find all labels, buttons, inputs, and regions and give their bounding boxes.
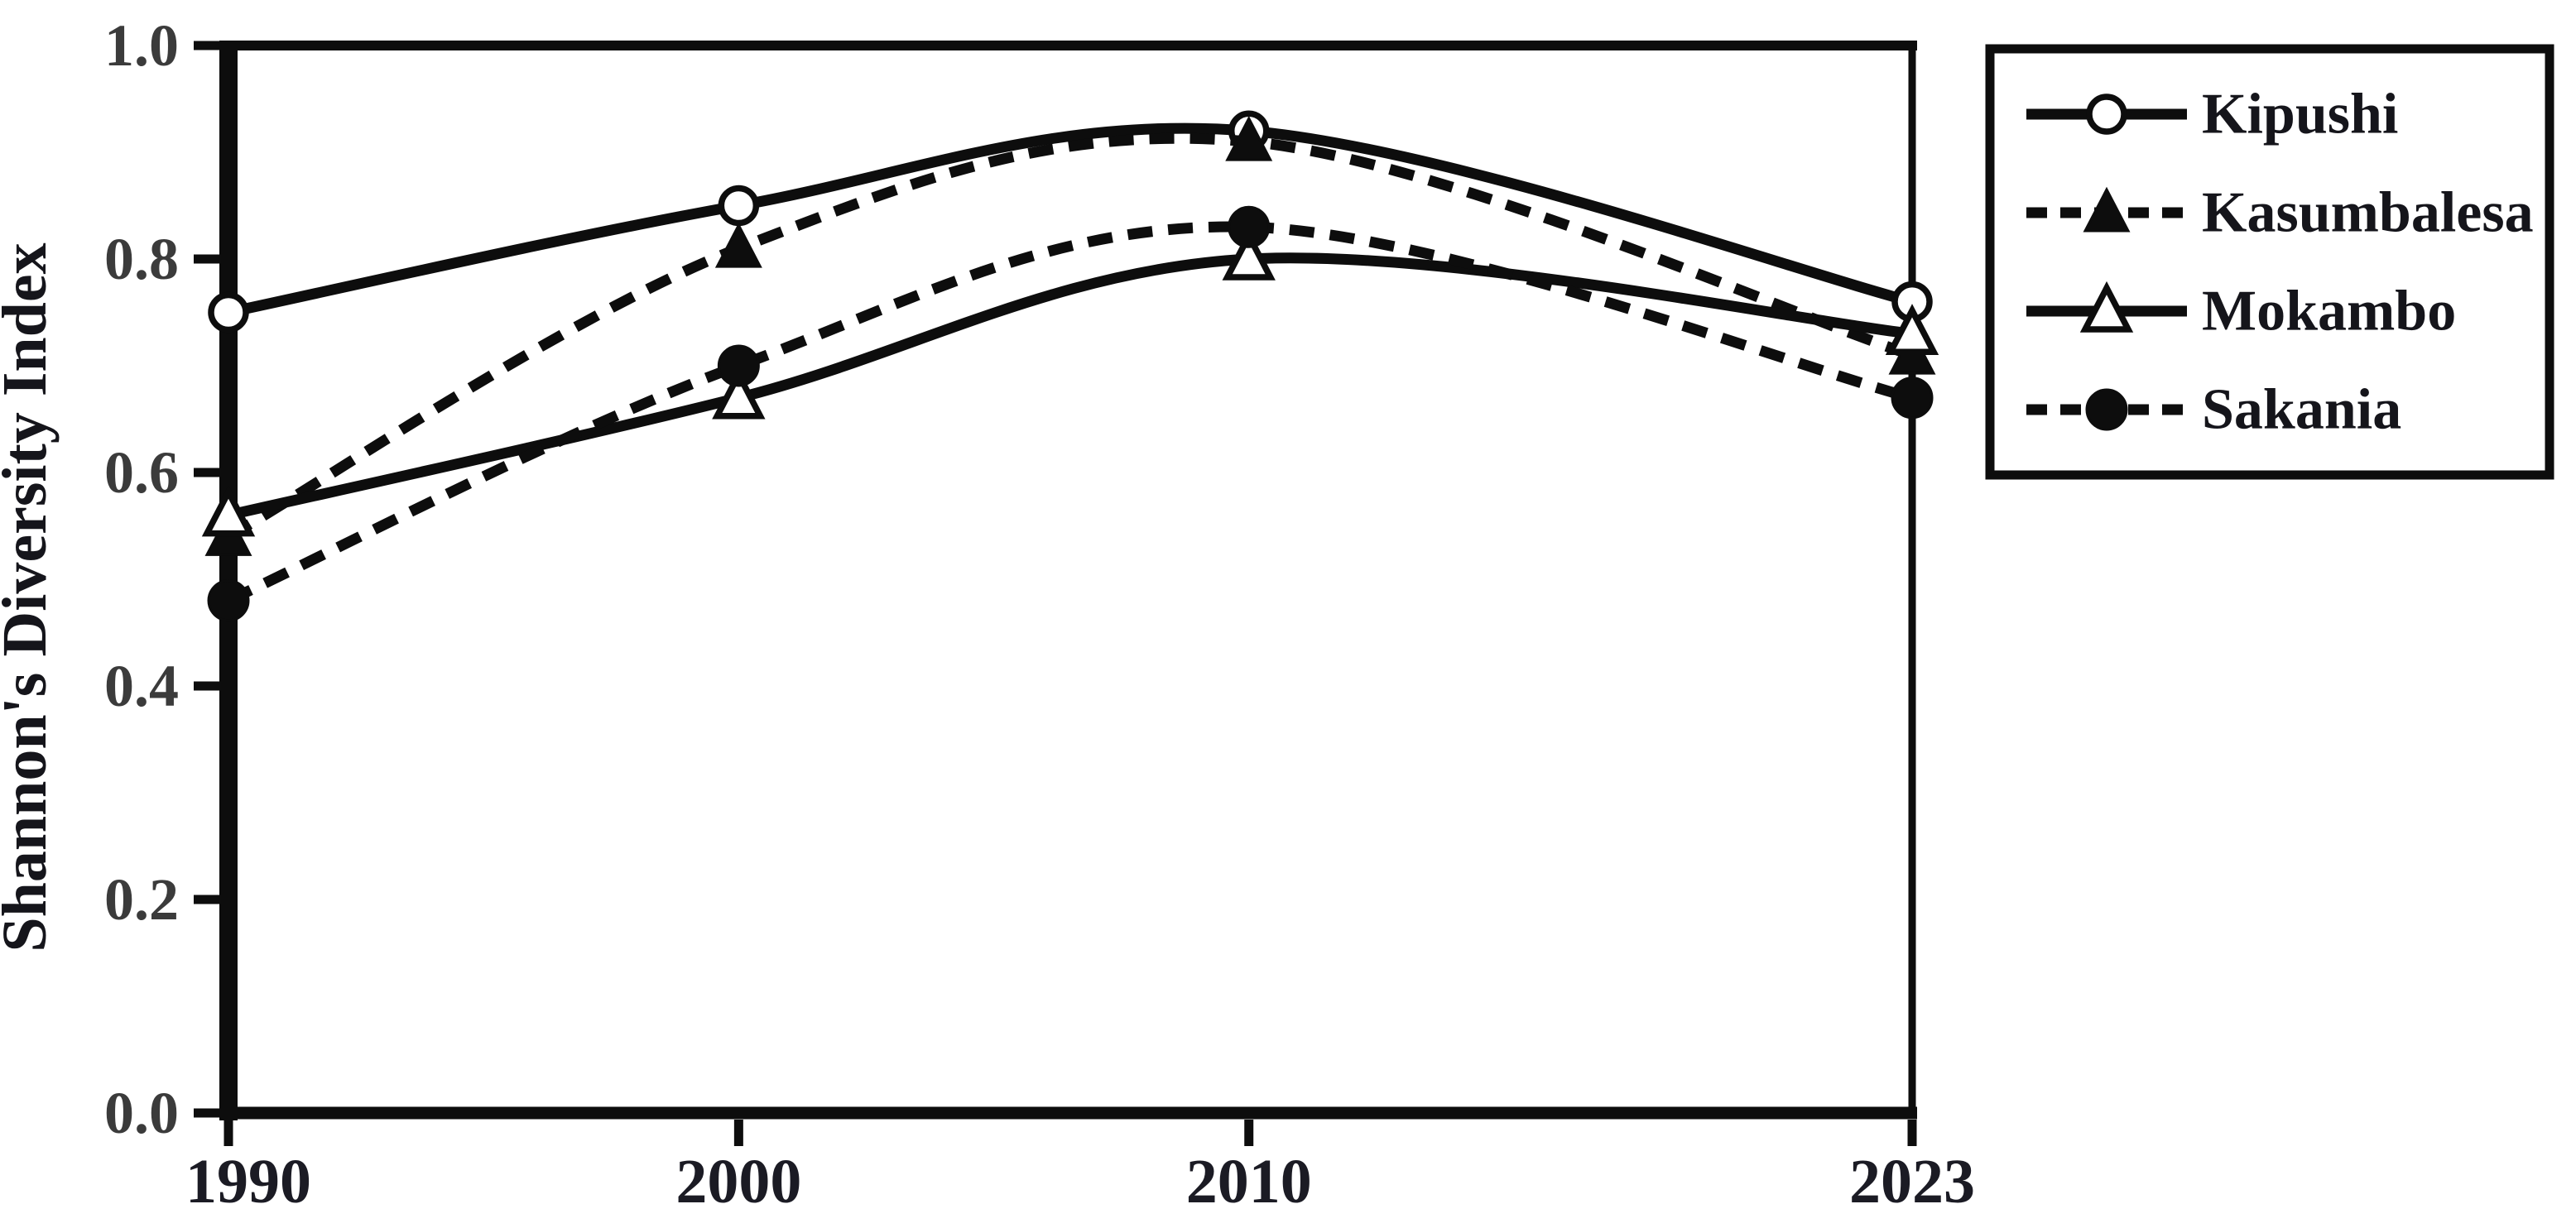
series-kipushi (208, 110, 1933, 333)
triangle-open-marker (201, 485, 256, 537)
triangle-open-marker (2079, 281, 2134, 333)
triangle-open-marker (1222, 228, 1276, 281)
triangle-filled-marker (714, 222, 762, 268)
triangle-filled-marker (1225, 115, 1273, 161)
legend-items: Kipushi Kasumbalesa Mokambo Sakania (2026, 83, 2534, 442)
triangle-open-marker (1885, 304, 1939, 356)
legend-item-mokambo: Mokambo (2026, 280, 2456, 343)
circle-open-marker (208, 291, 249, 333)
y-tick-label: 0.2 (104, 866, 179, 933)
series-line (226, 221, 1914, 606)
legend: Kipushi Kasumbalesa Mokambo Sakania (1985, 44, 2554, 480)
circle-open-marker (718, 185, 760, 227)
x-axis-ticks: 1990 2000 2010 2023 (185, 1120, 1975, 1216)
y-tick-label: 0.6 (104, 439, 179, 506)
y-tick-label: 0.0 (104, 1080, 179, 1146)
series-line (227, 252, 1913, 520)
series-line (225, 132, 1914, 542)
legend-label: Kipushi (2202, 83, 2398, 146)
legend-label: Mokambo (2202, 280, 2456, 343)
circle-filled-marker (1228, 205, 1271, 248)
x-tick-label: 2010 (1186, 1147, 1312, 1216)
circle-filled-marker (2085, 388, 2128, 431)
series-group (201, 110, 1939, 622)
legend-item-kipushi: Kipushi (2026, 83, 2398, 146)
y-tick-label: 1.0 (104, 12, 179, 79)
circle-filled-marker (717, 344, 760, 387)
y-axis-ticks: 0.0 0.2 0.4 0.6 0.8 1.0 (104, 12, 221, 1146)
legend-label: Sakania (2202, 378, 2401, 442)
x-tick-label: 1990 (185, 1147, 311, 1216)
plot-frame (219, 41, 1917, 1120)
circle-filled-marker (1891, 377, 1934, 420)
y-axis-title: Shannon's Diversity Index (0, 242, 60, 952)
legend-label: Kasumbalesa (2202, 181, 2534, 245)
series-sakania (207, 205, 1934, 622)
series-mokambo (201, 228, 1939, 537)
series-line (227, 122, 1914, 318)
circle-filled-marker (207, 579, 250, 622)
x-tick-label: 2000 (675, 1147, 801, 1216)
x-tick-label: 2023 (1849, 1147, 1975, 1216)
y-tick-label: 0.8 (104, 226, 179, 292)
legend-item-sakania: Sakania (2026, 378, 2401, 442)
triangle-filled-marker (2083, 186, 2131, 233)
triangle-open-marker (712, 367, 766, 420)
legend-item-kasumbalesa: Kasumbalesa (2026, 181, 2534, 245)
legend-box (1985, 44, 2554, 480)
circle-open-marker (2086, 94, 2127, 135)
y-tick-label: 0.4 (104, 653, 179, 719)
